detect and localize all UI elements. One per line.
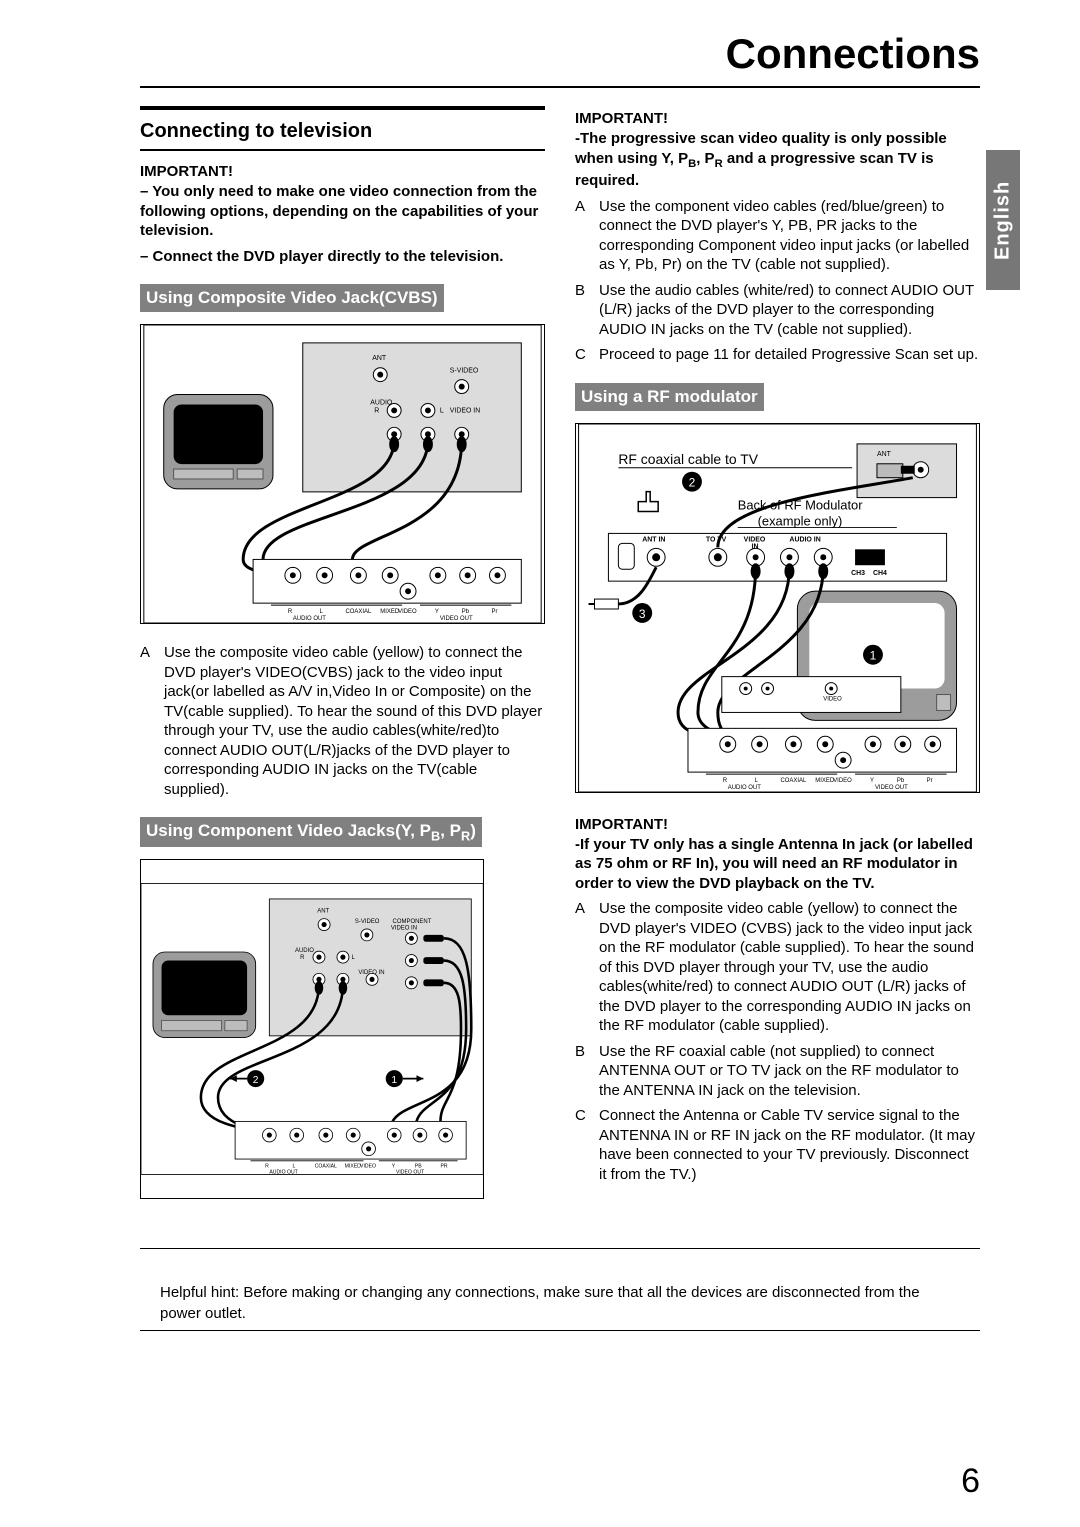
svg-text:Pb: Pb (462, 609, 470, 615)
svg-text:Pb: Pb (897, 778, 905, 784)
svg-text:VIDEO OUT: VIDEO OUT (875, 785, 908, 791)
important-label: IMPORTANT! (575, 816, 980, 833)
rf-step-b: BUse the RF coaxial cable (not supplied)… (575, 1042, 980, 1101)
svg-text:CH3: CH3 (851, 570, 865, 577)
important-text: -If your TV only has a single Antenna In… (575, 835, 980, 894)
svg-text:PR: PR (440, 1164, 447, 1170)
svg-text:VIDEO: VIDEO (833, 778, 852, 784)
step-a: AUse the component video cables (red/blu… (575, 197, 980, 275)
svg-text:COMPONENT: COMPONENT (393, 919, 432, 925)
svg-text:VIDEO IN: VIDEO IN (391, 926, 417, 932)
step-text: Use the composite video cable (yellow) t… (164, 643, 545, 799)
step-c: CProceed to page 11 for detailed Progres… (575, 345, 980, 365)
step-b: BUse the audio cables (white/red) to con… (575, 281, 980, 340)
svg-text:R: R (300, 955, 305, 961)
banner-rf: Using a RF modulator (575, 383, 764, 411)
step-text: Use the audio cables (white/red) to conn… (599, 281, 980, 340)
step-text: Proceed to page 11 for detailed Progress… (599, 345, 980, 365)
language-tab: English (986, 150, 1020, 290)
svg-text:Pr: Pr (491, 609, 497, 615)
svg-text:ANT: ANT (877, 450, 892, 457)
svg-text:L: L (292, 1164, 295, 1170)
svg-text:VIDEO: VIDEO (398, 609, 417, 615)
svg-text:(example only): (example only) (758, 513, 843, 528)
svg-text:3: 3 (639, 607, 646, 621)
svg-text:COAXIAL: COAXIAL (780, 778, 806, 784)
section-rule-top (140, 106, 545, 110)
svg-text:R: R (374, 407, 379, 414)
svg-text:TO TV: TO TV (706, 536, 727, 543)
svg-text:AUDIO IN: AUDIO IN (789, 536, 820, 543)
important-text: – You only need to make one video connec… (140, 182, 545, 241)
svg-text:R: R (288, 609, 293, 615)
important-text: – Connect the DVD player directly to the… (140, 247, 545, 267)
svg-text:AUDIO OUT: AUDIO OUT (269, 1170, 298, 1176)
svg-text:ANT: ANT (372, 355, 387, 362)
step-text: Connect the Antenna or Cable TV service … (599, 1106, 980, 1184)
svg-text:COAXIAL: COAXIAL (345, 609, 371, 615)
svg-text:R: R (265, 1164, 269, 1170)
rf-step-a: AUse the composite video cable (yellow) … (575, 899, 980, 1036)
svg-text:1: 1 (391, 1075, 397, 1086)
svg-text:ANT: ANT (317, 909, 329, 915)
svg-text:RF coaxial cable to TV: RF coaxial cable to TV (618, 450, 758, 466)
section-rule-bot (140, 149, 545, 151)
svg-text:VIDEO: VIDEO (360, 1164, 376, 1170)
svg-text:MIXED: MIXED (815, 778, 835, 784)
step-text: Use the composite video cable (yellow) t… (599, 899, 980, 1036)
svg-text:ANT IN: ANT IN (642, 536, 665, 543)
svg-text:PB: PB (415, 1164, 422, 1170)
page-number: 6 (961, 1462, 980, 1501)
important-label: IMPORTANT! (140, 163, 545, 180)
diagram-component: ANT S-VIDEO COMPONENT VIDEO IN AUDIO R L… (140, 859, 484, 1199)
banner-component: Using Component Video Jacks(Y, PB, PR) (140, 817, 482, 847)
svg-text:AUDIO OUT: AUDIO OUT (293, 616, 326, 622)
svg-text:Y: Y (435, 609, 439, 615)
svg-text:R: R (723, 778, 728, 784)
svg-text:VIDEO: VIDEO (823, 696, 842, 702)
right-column: IMPORTANT! -The progressive scan video q… (575, 106, 980, 1218)
svg-text:S-VIDEO: S-VIDEO (355, 919, 380, 925)
svg-text:2: 2 (689, 475, 696, 489)
svg-text:AUDIO OUT: AUDIO OUT (728, 785, 761, 791)
svg-text:2: 2 (253, 1075, 259, 1086)
svg-text:Pr: Pr (927, 778, 933, 784)
svg-text:Y: Y (870, 778, 874, 784)
svg-text:VIDEO: VIDEO (744, 536, 766, 543)
svg-text:Y: Y (392, 1164, 396, 1170)
svg-text:VIDEO OUT: VIDEO OUT (440, 616, 473, 622)
section-heading: Connecting to television (140, 120, 545, 143)
hint-text: Helpful hint: Before making or changing … (140, 1277, 980, 1330)
diagram-rf: ANT RF coaxial cable to TV 2 Back of RF … (575, 423, 980, 793)
svg-text:S-VIDEO: S-VIDEO (450, 368, 479, 375)
rf-step-c: CConnect the Antenna or Cable TV service… (575, 1106, 980, 1184)
important-text: -The progressive scan video quality is o… (575, 129, 980, 191)
svg-text:AUDIO: AUDIO (295, 948, 314, 954)
svg-text:CH4: CH4 (873, 570, 887, 577)
svg-text:MIXED: MIXED (380, 609, 400, 615)
hint-rule (140, 1330, 980, 1331)
svg-text:MIXED: MIXED (345, 1164, 362, 1170)
step-text: Use the component video cables (red/blue… (599, 197, 980, 275)
step-a: A Use the composite video cable (yellow)… (140, 643, 545, 799)
important-label: IMPORTANT! (575, 110, 980, 127)
svg-text:IN: IN (752, 543, 759, 550)
svg-text:1: 1 (870, 648, 877, 662)
svg-text:VIDEO IN: VIDEO IN (450, 407, 480, 414)
page-title: Connections (140, 30, 980, 78)
svg-text:COAXIAL: COAXIAL (315, 1164, 337, 1170)
step-text: Use the RF coaxial cable (not supplied) … (599, 1042, 980, 1101)
title-rule (140, 86, 980, 88)
hint-rule (140, 1248, 980, 1249)
diagram-cvbs: ANT S-VIDEO AUDIO R L VIDEO IN (140, 324, 545, 624)
svg-text:VIDEO OUT: VIDEO OUT (396, 1170, 425, 1176)
svg-text:L: L (440, 407, 444, 414)
step-label: A (140, 643, 164, 799)
banner-cvbs: Using Composite Video Jack(CVBS) (140, 284, 444, 312)
left-column: Connecting to television IMPORTANT! – Yo… (140, 106, 545, 1218)
